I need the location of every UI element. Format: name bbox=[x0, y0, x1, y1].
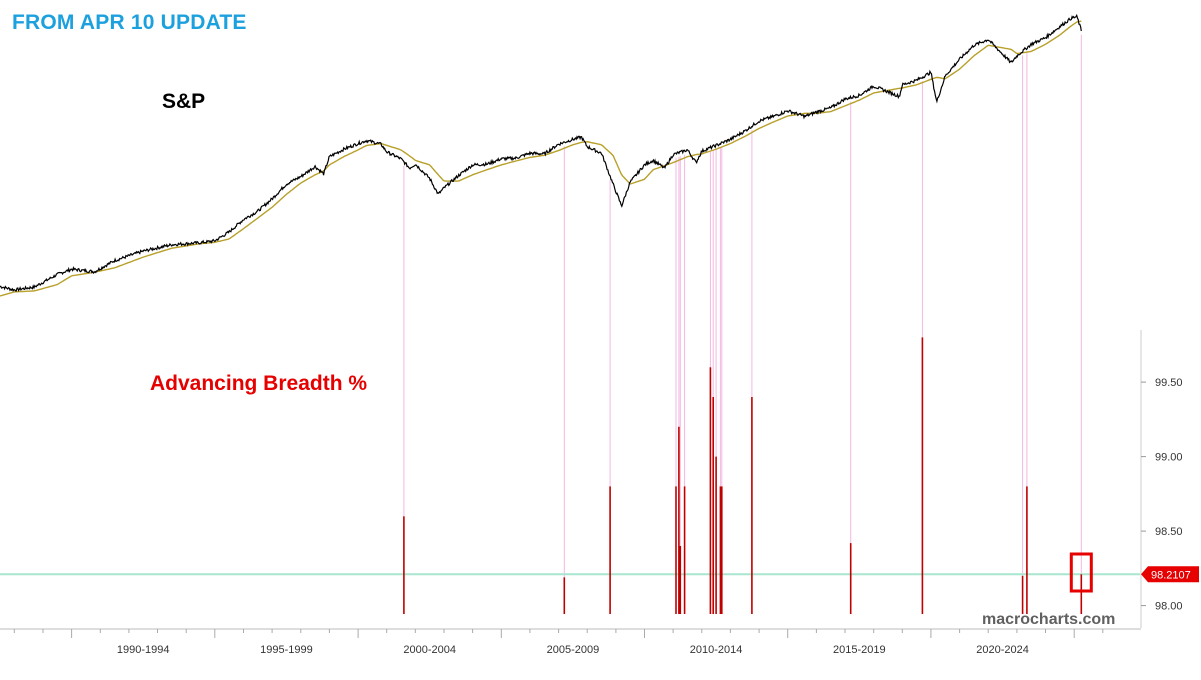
current-signal-highlight-box bbox=[1069, 552, 1093, 593]
current-value-badge: 98.2107 bbox=[1141, 566, 1199, 583]
x-tick-label: 2020-2024 bbox=[976, 644, 1029, 656]
y-tick-label: 98.00 bbox=[1155, 601, 1183, 613]
signal-lines bbox=[403, 34, 1082, 578]
value-badge-shape bbox=[1141, 566, 1199, 583]
y-tick-label: 99.00 bbox=[1155, 452, 1183, 464]
y-tick-label: 98.50 bbox=[1155, 526, 1183, 538]
breadth-chart-label: Advancing Breadth % bbox=[150, 372, 368, 395]
sp-chart-label: S&P bbox=[162, 90, 206, 113]
moving-average-line bbox=[0, 20, 1082, 297]
y-tick-group: 99.50 99.00 98.50 98.00 bbox=[1141, 377, 1183, 613]
x-axis: 1990-1994 1995-1999 2000-2004 2005-2009 2010… bbox=[0, 628, 1141, 656]
y-tick-label: 99.50 bbox=[1155, 377, 1183, 389]
x-tick-group: 1990-1994 1995-1999 2000-2004 2005-2009 2010… bbox=[13, 629, 1104, 656]
x-tick-label: 2015-2019 bbox=[833, 644, 886, 656]
x-tick-label: 2000-2004 bbox=[403, 644, 456, 656]
x-tick-label: 1995-1999 bbox=[260, 644, 313, 656]
value-badge-label: 98.2107 bbox=[1151, 569, 1191, 581]
x-tick-label: 1990-1994 bbox=[117, 644, 170, 656]
breadth-bars bbox=[403, 337, 1083, 614]
x-tick-label: 2010-2014 bbox=[690, 644, 743, 656]
watermark: macrocharts.com bbox=[982, 611, 1116, 628]
x-tick-label: 2005-2009 bbox=[547, 644, 600, 656]
breadth-y-axis: 99.50 99.00 98.50 98.00 bbox=[1140, 330, 1183, 628]
update-title: FROM APR 10 UPDATE bbox=[12, 11, 247, 34]
sp-price-line bbox=[0, 13, 1082, 292]
